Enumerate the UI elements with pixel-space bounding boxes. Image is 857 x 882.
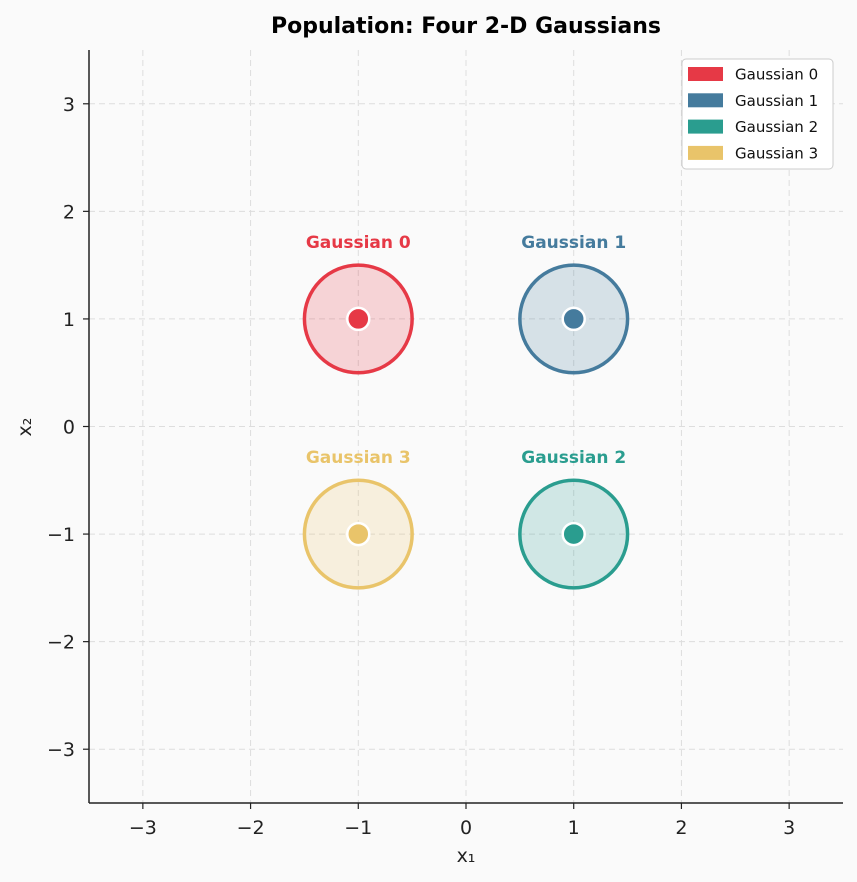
x-tick-label: 3 xyxy=(783,817,795,839)
y-tick-label: 0 xyxy=(63,417,75,439)
gaussian-3-mean-point xyxy=(346,521,371,547)
x-tick-label: −1 xyxy=(344,817,372,839)
x-tick-label: −2 xyxy=(237,817,265,839)
y-tick-label: −3 xyxy=(47,739,75,761)
ticks: −3 −2 −1 0 1 2 3 −3 −2 −1 0 1 2 3 xyxy=(47,94,795,839)
legend-label-2: Gaussian 2 xyxy=(735,118,818,136)
x-tick-label: 2 xyxy=(675,817,687,839)
x-tick-label: −3 xyxy=(129,817,157,839)
y-tick-label: 3 xyxy=(63,94,75,116)
gaussians: Gaussian 0 Gaussian 1 Gaussian 2 Gaussian 3 xyxy=(302,233,630,590)
grid xyxy=(89,50,843,803)
legend-swatch-0 xyxy=(688,67,723,81)
legend: Gaussian 0 Gaussian 1 Gaussian 2 Gaussian 3 xyxy=(681,58,834,170)
legend-label-3: Gaussian 3 xyxy=(735,144,818,162)
y-tick-label: −1 xyxy=(47,524,75,546)
y-axis-label: x₂ xyxy=(14,418,36,437)
legend-swatch-3 xyxy=(688,145,723,160)
legend-swatch-2 xyxy=(688,119,723,134)
gaussian-2-mean-point xyxy=(561,521,586,547)
x-tick-label: 1 xyxy=(568,817,580,839)
y-tick-label: 1 xyxy=(63,309,75,331)
gaussian-2-label: Gaussian 2 xyxy=(521,448,626,468)
x-axis-label: x₁ xyxy=(457,845,476,867)
legend-swatch-1 xyxy=(688,93,723,108)
y-tick-label: −2 xyxy=(47,632,75,654)
chart-title: Population: Four 2-D Gaussians xyxy=(271,14,661,39)
legend-box xyxy=(681,58,834,170)
legend-label-0: Gaussian 0 xyxy=(735,66,818,84)
y-tick-label: 2 xyxy=(63,201,75,223)
x-tick-label: 0 xyxy=(460,817,472,839)
gaussian-0-label: Gaussian 0 xyxy=(306,233,411,253)
gaussian-1-mean-point xyxy=(561,306,586,332)
gaussian-0-mean-point xyxy=(346,306,371,332)
legend-label-1: Gaussian 1 xyxy=(735,92,818,110)
gaussian-1-label: Gaussian 1 xyxy=(521,233,626,253)
gaussian-3-label: Gaussian 3 xyxy=(306,448,411,468)
